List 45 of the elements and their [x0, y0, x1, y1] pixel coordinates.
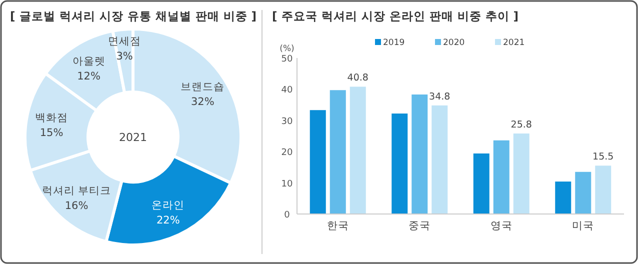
- bar: [575, 172, 592, 214]
- bar: [310, 110, 326, 214]
- legend-label: 2020: [443, 38, 465, 48]
- x-tick-label: 미국: [572, 220, 594, 232]
- data-label: 16%: [64, 200, 88, 212]
- slice-label: 브랜드숍: [180, 80, 225, 93]
- y-tick-label: 30: [281, 116, 293, 127]
- y-tick-label: 40: [281, 86, 293, 96]
- data-label: 12%: [77, 70, 100, 82]
- y-axis-title: (%): [280, 44, 294, 54]
- data-label: 22%: [156, 214, 180, 227]
- text: 2021: [119, 131, 147, 144]
- y-tick-label: 20: [281, 148, 293, 158]
- x-tick-label: 중국: [408, 220, 431, 232]
- bar: [493, 140, 510, 214]
- data-label: 3%: [116, 50, 133, 62]
- slice-label: 아울렛: [72, 55, 106, 68]
- bar: [555, 182, 572, 214]
- data-label: 34.8: [429, 91, 450, 102]
- legend-label: 2021: [503, 38, 525, 48]
- x-tick-label: 영국: [490, 220, 512, 232]
- data-label: 15%: [40, 127, 64, 140]
- chart-title: [ 주요국 럭셔리 시장 온라인 판매 비중 추이 ]: [272, 9, 519, 23]
- slice-label: 럭셔리 부티크: [42, 185, 112, 198]
- bar: [350, 86, 366, 214]
- bar: [392, 114, 408, 214]
- bar: [432, 105, 448, 214]
- chart-title: [ 글로벌 럭셔리 시장 유통 채널별 판매 비중 ]: [10, 9, 257, 23]
- data-label: 15.5: [592, 152, 614, 163]
- legend-label: 2019: [383, 38, 405, 48]
- y-tick-label: 10: [281, 179, 293, 190]
- bar: [330, 90, 346, 214]
- bar: [412, 94, 428, 214]
- slice-label: 백화점: [35, 112, 68, 124]
- y-tick-label: 0: [284, 210, 290, 220]
- data-label: 32%: [190, 96, 214, 108]
- y-tick-label: 50: [281, 54, 293, 64]
- bar: [595, 166, 612, 214]
- data-label: 40.8: [347, 72, 368, 84]
- bar: [513, 134, 530, 214]
- bar: [473, 153, 490, 214]
- slice-label: 온라인: [152, 200, 185, 212]
- x-tick-label: 한국: [326, 220, 349, 232]
- data-label: 25.8: [510, 120, 532, 131]
- slice-label: 면세점: [108, 35, 142, 48]
